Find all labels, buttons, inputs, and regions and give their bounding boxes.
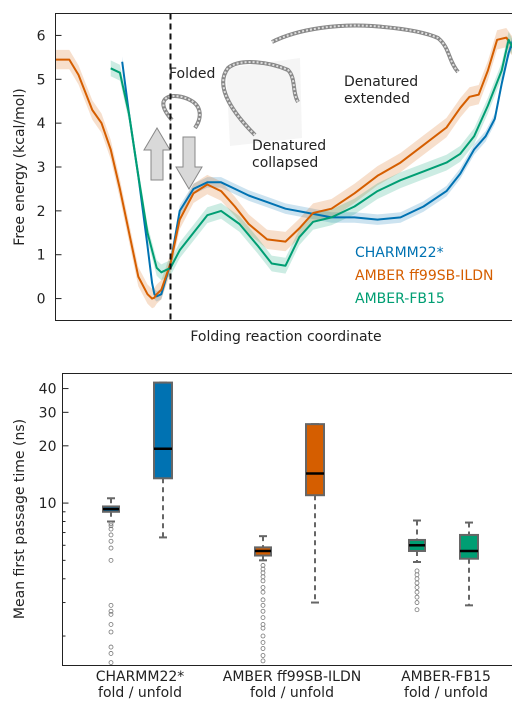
outlier-amber-ff99sb-ildn-fold-5 [260,585,266,590]
passage-y-tick-label-20: 20 [39,439,57,455]
energy-y-tick-label-2: 2 [37,204,46,220]
category-label-charmm22: CHARMM22* [96,669,185,685]
boxplot-amber-ff99sb-ildn-unfold [305,423,325,604]
curve-charmm22 [121,40,512,298]
outlier-charmm22-fold-6 [108,557,114,563]
legend-charmm22: CHARMM22* [355,245,444,261]
passage-time-panel: 10 20 30 40 Mean first passage time (ns) CH… [12,373,512,701]
legend-amber-ff99sb-ildn: AMBER ff99SB-ILDN [355,268,493,284]
passage-y-axis-label: Mean first passage time (ns) [12,419,28,619]
conformation-illustrations [143,23,460,190]
outlier-charmm22-fold-5 [108,545,114,551]
energy-y-tick-label-5: 5 [37,72,46,88]
energy-y-tick-label-3: 3 [37,160,46,176]
outlier-charmm22-fold-0 [108,521,114,527]
collapsed-structure-sketch-inner [222,61,299,136]
annotation-extended-line1: Denatured [344,74,418,90]
passage-y-tick-label-40: 40 [39,382,57,398]
passage-y-tick-label-10: 10 [39,496,57,512]
folded-structure-sketch-inner [162,95,201,129]
band-amber-fb15 [110,31,512,281]
outlier-charmm22-fold-9 [108,611,114,617]
outlier-amber-fb15-fold-4 [414,585,420,590]
energy-y-tick-label-1: 1 [37,248,46,264]
legend-amber-fb15: AMBER-FB15 [355,291,445,307]
outlier-charmm22-fold-2 [108,526,114,532]
box-amber-ff99sb-ildn-unfold [305,423,325,497]
outlier-charmm22-fold-1 [108,523,114,529]
annotation-collapsed-line2: collapsed [252,155,318,171]
outlier-amber-ff99sb-ildn-fold-17 [260,658,266,664]
outlier-amber-ff99sb-ildn-fold-3 [260,574,266,580]
extended-structure-sketch-inner [271,24,459,73]
outlier-amber-fb15-fold-8 [414,607,420,613]
category-label-amber-fb15: AMBER-FB15 [401,669,491,685]
outlier-charmm22-fold-8 [108,608,114,614]
boxplot-amber-fb15-unfold [459,521,479,607]
boxplot-charmm22-unfold [153,381,173,539]
boxplot-amber-ff99sb-ildn-fold [254,535,272,664]
energy-panel: Folded Denatured collapsed Denatured ext… [12,13,512,345]
boxplot-charmm22-fold [102,497,120,666]
energy-y-tick-label-0: 0 [37,292,46,308]
annotation-extended-line2: extended [344,91,410,107]
category-sublabel-amber-ff99sb-ildn: fold / unfold [250,685,334,701]
outlier-charmm22-fold-10 [108,622,114,627]
outlier-amber-ff99sb-ildn-fold-0 [260,563,266,568]
energy-y-axis-ticks: 0 1 2 3 4 5 6 [37,28,62,308]
passage-plot-frame [62,373,512,666]
passage-y-axis-ticks: 10 20 30 40 [39,382,69,637]
outlier-amber-fb15-fold-3 [414,580,420,586]
energy-x-axis-label: Folding reaction coordinate [190,329,381,345]
annotation-folded: Folded [169,66,215,82]
outlier-charmm22-fold-13 [108,651,114,656]
outlier-amber-ff99sb-ildn-fold-7 [260,597,266,603]
energy-y-axis-label: Free energy (kcal/mol) [12,88,28,245]
outlier-amber-fb15-fold-5 [414,589,420,595]
box-plots [102,381,479,666]
outlier-charmm22-fold-11 [108,629,114,635]
box-charmm22-unfold [153,381,173,480]
box-amber-fb15-unfold [459,533,479,560]
outlier-amber-fb15-fold-2 [414,576,420,582]
outlier-charmm22-fold-14 [108,660,114,666]
outlier-charmm22-fold-4 [108,538,114,544]
energy-curves [55,36,512,300]
outlier-amber-ff99sb-ildn-fold-13 [260,633,266,639]
outlier-amber-ff99sb-ildn-fold-6 [260,589,266,595]
outlier-charmm22-fold-3 [108,532,114,538]
unfolding-down-arrow-icon [175,136,203,190]
outlier-amber-fb15-fold-7 [414,600,420,605]
outlier-charmm22-fold-12 [108,644,114,650]
outlier-charmm22-fold-7 [108,602,114,608]
curve-amber-ff99sb-ildn [55,36,512,300]
energy-y-tick-label-4: 4 [37,116,46,132]
category-sublabel-amber-fb15: fold / unfold [404,685,488,701]
category-label-amber-ff99sb-ildn: AMBER ff99SB-ILDN [223,669,361,685]
passage-y-tick-label-30: 30 [39,405,57,421]
curve-amber-fb15 [110,38,512,274]
outlier-amber-ff99sb-ildn-fold-15 [260,646,266,651]
outlier-amber-ff99sb-ildn-fold-16 [260,653,266,658]
outlier-amber-fb15-fold-1 [414,572,420,578]
outlier-amber-ff99sb-ildn-fold-12 [260,625,266,631]
energy-y-tick-label-6: 6 [37,28,46,44]
outlier-amber-ff99sb-ildn-fold-8 [260,602,266,608]
outlier-amber-fb15-fold-0 [414,568,420,574]
outlier-amber-ff99sb-ildn-fold-4 [260,578,266,584]
confidence-bands [55,28,512,309]
outlier-amber-ff99sb-ildn-fold-9 [260,608,266,614]
category-sublabel-charmm22: fold / unfold [98,685,182,701]
annotation-collapsed-line1: Denatured [252,138,326,154]
outlier-amber-ff99sb-ildn-fold-10 [260,615,266,621]
folded-structure-sketch [161,94,202,130]
boxplot-amber-fb15-fold [408,519,426,613]
outlier-amber-ff99sb-ildn-fold-14 [260,640,266,645]
outlier-amber-fb15-fold-6 [414,594,420,600]
folding-up-arrow-icon [143,127,171,181]
